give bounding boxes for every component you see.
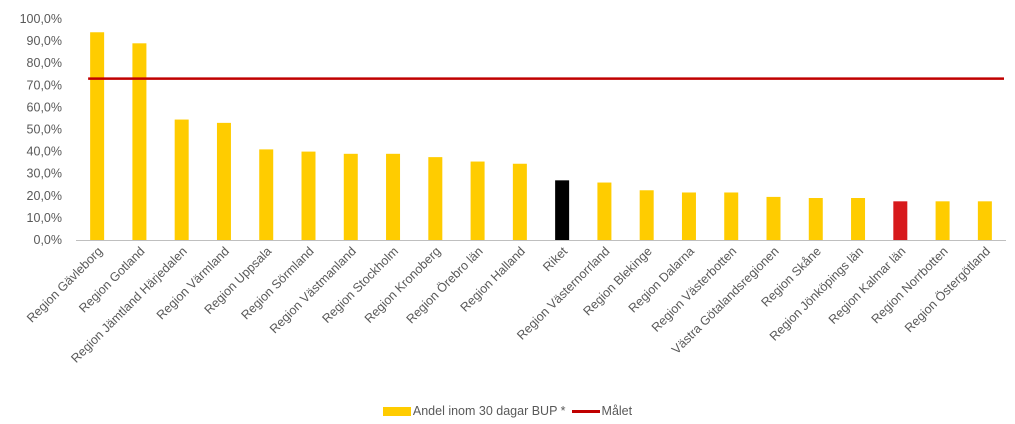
bar: [259, 149, 274, 240]
y-tick-label: 40,0%: [27, 145, 62, 159]
y-tick-label: 50,0%: [27, 123, 62, 137]
y-tick-label: 70,0%: [27, 78, 62, 92]
bar: [893, 201, 908, 240]
x-tick-label: Region Norrbotten: [869, 244, 951, 326]
bar: [977, 201, 992, 240]
x-tick-label: Region Östergötland: [902, 244, 993, 335]
bar: [174, 119, 189, 240]
y-tick-label: 60,0%: [27, 100, 62, 114]
x-tick-label: Region Kalmar län: [826, 244, 909, 327]
x-tick-label: Region Örebro län: [404, 244, 486, 326]
bar: [851, 198, 866, 240]
bar: [639, 190, 654, 240]
y-axis-ticks: 0,0% 10,0% 20,0% 30,0% 40,0% 50,0% 60,0% 70,0% 8…: [20, 12, 62, 247]
legend-item-bar: Andel inom 30 dagar BUP *: [382, 404, 566, 418]
bar: [681, 192, 696, 240]
legend-bar-label: Andel inom 30 dagar BUP *: [412, 404, 566, 418]
bar: [512, 163, 527, 240]
bar: [301, 151, 316, 240]
y-tick-label: 30,0%: [27, 167, 62, 181]
y-tick-label: 10,0%: [27, 211, 62, 225]
bar: [724, 192, 739, 240]
bar: [470, 161, 485, 240]
bar: [935, 201, 950, 240]
legend-line-swatch: [571, 409, 600, 413]
bar: [216, 122, 231, 240]
x-tick-label: Region Sörmland: [238, 244, 316, 322]
x-tick-label: Region Stockholm: [320, 244, 402, 326]
legend-line-label: Målet: [601, 404, 633, 418]
bar: [132, 43, 147, 241]
bar: [428, 157, 443, 240]
bar: [90, 32, 105, 241]
legend-item-line: Målet: [571, 404, 633, 418]
y-tick-label: 90,0%: [27, 34, 62, 48]
legend: Andel inom 30 dagar BUP * Målet: [0, 404, 1015, 418]
y-tick-label: 20,0%: [27, 189, 62, 203]
x-tick-label: Region Kronoberg: [362, 244, 444, 326]
bar: [808, 198, 823, 240]
y-tick-label: 80,0%: [27, 56, 62, 70]
y-tick-label: 100,0%: [20, 12, 62, 26]
bar: [555, 180, 570, 240]
bar: [766, 196, 781, 240]
bar: [343, 153, 358, 240]
legend-bar-swatch: [382, 406, 411, 416]
y-tick-label: 0,0%: [34, 233, 63, 247]
bars: [90, 32, 992, 241]
x-tick-label: Region Värmland: [154, 244, 232, 322]
x-tick-label: Region Gävleborg: [24, 244, 105, 325]
x-tick-label: Riket: [540, 244, 570, 274]
bar: [386, 153, 401, 240]
bar: [597, 182, 612, 240]
